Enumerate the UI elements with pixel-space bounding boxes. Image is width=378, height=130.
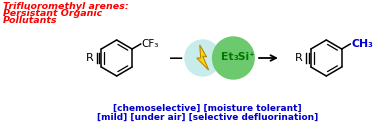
Text: Trifluoromethyl arenes:: Trifluoromethyl arenes:	[3, 2, 129, 11]
Text: R: R	[295, 53, 303, 63]
Text: CF₃: CF₃	[142, 39, 159, 49]
Text: CH₃: CH₃	[351, 39, 373, 49]
Circle shape	[212, 37, 254, 79]
Text: ₃Si⁺: ₃Si⁺	[233, 52, 255, 62]
Text: Et: Et	[221, 52, 233, 62]
Text: [chemoselective] [moisture tolerant]: [chemoselective] [moisture tolerant]	[113, 103, 302, 112]
Text: −: −	[168, 48, 184, 67]
Text: R: R	[85, 53, 93, 63]
Text: Persistant Organic: Persistant Organic	[3, 9, 102, 18]
Polygon shape	[197, 45, 209, 70]
Text: Pollutants: Pollutants	[3, 16, 57, 25]
Circle shape	[185, 40, 220, 76]
Text: [mild] [under air] [selective defluorination]: [mild] [under air] [selective defluorina…	[97, 112, 318, 122]
